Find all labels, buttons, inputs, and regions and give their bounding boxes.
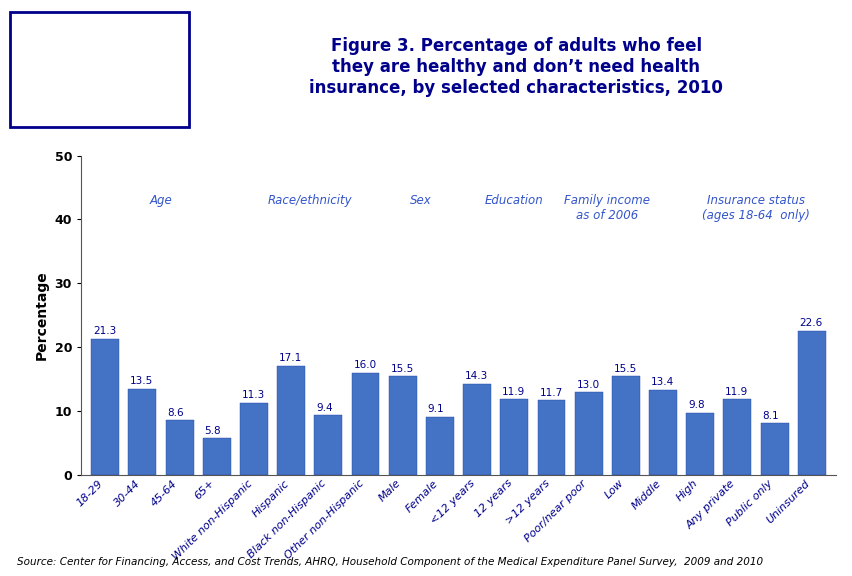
Bar (91, 339, 119, 475)
Text: 17.1: 17.1 (279, 353, 302, 363)
Text: 🦅: 🦅 (41, 55, 58, 83)
Bar (203, 438, 230, 475)
Text: 13.0: 13.0 (576, 380, 599, 389)
Text: 11.7: 11.7 (538, 388, 562, 398)
Text: Source: Center for Financing, Access, and Cost Trends, AHRQ, Household Component: Source: Center for Financing, Access, an… (17, 556, 763, 567)
Text: Race/ethnicity: Race/ethnicity (268, 194, 352, 207)
Bar (500, 399, 527, 475)
Y-axis label: Percentage: Percentage (35, 271, 49, 360)
Text: 5.8: 5.8 (204, 426, 221, 435)
Text: Figure 3. Percentage of adults who feel
they are healthy and don’t need health
i: Figure 3. Percentage of adults who feel … (308, 37, 722, 97)
Bar (686, 412, 713, 475)
Text: 15.5: 15.5 (390, 363, 413, 374)
Text: Advancing
Excellence in
Health Care: Advancing Excellence in Health Care (111, 68, 170, 98)
Text: 15.5: 15.5 (613, 363, 636, 374)
Text: 13.4: 13.4 (650, 377, 673, 387)
Bar (760, 423, 787, 475)
Text: 16.0: 16.0 (353, 361, 376, 370)
Text: Education: Education (484, 194, 543, 207)
Text: 11.3: 11.3 (242, 391, 265, 400)
Text: AHRQ: AHRQ (109, 35, 172, 53)
Bar (574, 392, 602, 475)
Bar (351, 373, 379, 475)
Text: 8.6: 8.6 (167, 408, 184, 418)
Text: Age: Age (149, 194, 172, 207)
Bar (165, 420, 193, 475)
Bar (389, 376, 416, 475)
Bar (797, 331, 825, 475)
Bar (722, 399, 751, 475)
Text: 21.3: 21.3 (93, 327, 116, 336)
Bar (129, 389, 156, 475)
Text: 8.1: 8.1 (762, 411, 778, 421)
Bar (239, 403, 268, 475)
Text: 9.1: 9.1 (428, 404, 444, 415)
Text: 9.8: 9.8 (688, 400, 704, 410)
Bar (537, 400, 565, 475)
Bar (425, 417, 453, 475)
Text: 13.5: 13.5 (130, 376, 153, 386)
Bar (277, 366, 305, 475)
Text: Family income
as of 2006: Family income as of 2006 (563, 194, 649, 222)
Bar (611, 376, 639, 475)
Bar (314, 415, 342, 475)
Bar (463, 384, 491, 475)
Text: Insurance status
(ages 18-64  only): Insurance status (ages 18-64 only) (701, 194, 809, 222)
Bar (10, 12, 91, 127)
Text: 11.9: 11.9 (502, 386, 525, 396)
Text: 22.6: 22.6 (798, 318, 822, 328)
Bar (648, 389, 676, 475)
Text: Sex: Sex (410, 194, 432, 207)
Text: 14.3: 14.3 (464, 371, 487, 381)
Text: 11.9: 11.9 (724, 386, 748, 396)
Text: 9.4: 9.4 (316, 403, 332, 412)
